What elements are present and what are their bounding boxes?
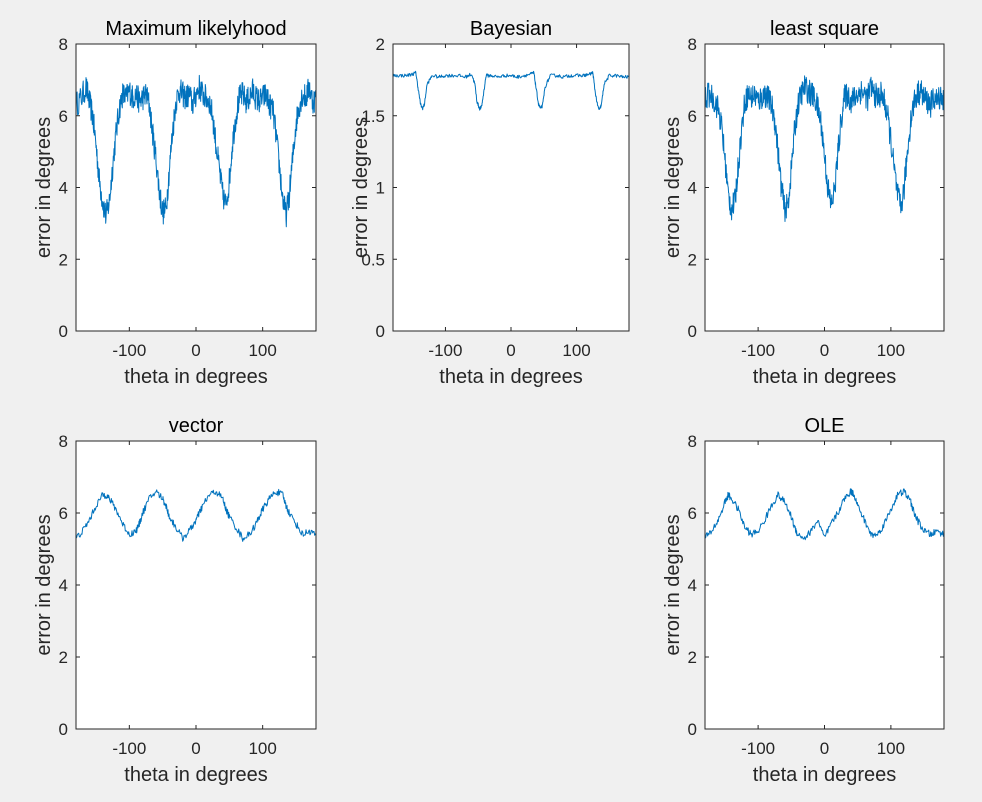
axes-box — [392, 43, 630, 332]
x-tick-label: 0 — [191, 739, 200, 758]
y-tick-label: 2 — [376, 35, 385, 54]
x-axis-label: theta in degrees — [124, 366, 267, 388]
y-tick-label: 1 — [376, 179, 385, 198]
series-line — [392, 70, 630, 111]
y-axis-label: error in degrees — [33, 117, 55, 258]
y-tick-label: 4 — [59, 576, 68, 595]
x-tick-label: 0 — [820, 341, 829, 360]
y-tick-label: 2 — [59, 250, 68, 269]
x-axis-label: theta in degrees — [753, 764, 896, 786]
y-tick-label: 4 — [59, 179, 68, 198]
subplot-title: Bayesian — [470, 18, 552, 40]
x-tick-label: -100 — [741, 739, 775, 758]
x-tick-label: -100 — [112, 341, 146, 360]
x-axis-label: theta in degrees — [124, 764, 267, 786]
y-tick-label: 4 — [688, 576, 697, 595]
axes-box — [704, 43, 945, 332]
y-tick-label: 0.5 — [361, 250, 385, 269]
y-tick-label: 6 — [688, 504, 697, 523]
x-tick-label: 100 — [248, 739, 276, 758]
y-tick-label: 0 — [376, 322, 385, 341]
y-tick-label: 8 — [688, 35, 697, 54]
y-tick-label: 8 — [59, 432, 68, 451]
y-tick-label: 6 — [59, 504, 68, 523]
y-tick-label: 1.5 — [361, 107, 385, 126]
y-tick-label: 0 — [688, 720, 697, 739]
subplot-4: -100 0 100 0 2 4 6 8 vector theta in degrees error… — [33, 415, 317, 786]
y-tick-label: 6 — [688, 107, 697, 126]
series-line — [704, 75, 945, 222]
x-tick-label: 0 — [820, 739, 829, 758]
axes-box — [75, 43, 317, 332]
y-tick-label: 8 — [59, 35, 68, 54]
x-tick-label: 100 — [248, 341, 276, 360]
subplot-5: -100 0 100 0 2 4 6 8 OLE theta in degrees error in… — [662, 415, 945, 786]
x-tick-label: 100 — [877, 341, 905, 360]
y-tick-label: 2 — [688, 648, 697, 667]
x-tick-label: 0 — [191, 341, 200, 360]
plot-area — [76, 44, 316, 331]
y-tick-label: 2 — [59, 648, 68, 667]
x-axis-label: theta in degrees — [753, 366, 896, 388]
x-tick-label: -100 — [112, 739, 146, 758]
subplot-title: OLE — [804, 415, 844, 437]
subplot-3: -100 0 100 0 2 4 6 8 least square theta in degree… — [662, 18, 945, 388]
y-axis-label: error in degrees — [33, 514, 55, 655]
y-tick-label: 8 — [688, 432, 697, 451]
x-axis-label: theta in degrees — [439, 366, 582, 388]
y-tick-label: 6 — [59, 107, 68, 126]
plot-area — [705, 44, 944, 331]
subplot-1: -100 0 100 0 2 4 6 8 Maximum likelyhood theta in … — [33, 18, 317, 388]
subplot-title: vector — [169, 415, 224, 437]
series-line — [75, 74, 317, 228]
x-tick-label: 0 — [506, 341, 515, 360]
series-line — [75, 488, 317, 542]
plot-area — [705, 441, 944, 729]
series-line — [704, 488, 945, 541]
subplot-title: least square — [770, 18, 879, 40]
x-tick-label: -100 — [428, 341, 462, 360]
y-axis-label: error in degrees — [662, 117, 684, 258]
y-tick-label: 0 — [59, 322, 68, 341]
x-tick-label: 100 — [877, 739, 905, 758]
y-axis-label: error in degrees — [350, 117, 372, 258]
axes-box — [75, 440, 317, 730]
subplot-2: -100 0 100 0 0.5 1 1.5 2 Bayesian theta in degree… — [350, 18, 630, 388]
x-tick-label: 100 — [562, 341, 590, 360]
axes-box — [704, 440, 945, 730]
y-tick-label: 2 — [688, 250, 697, 269]
y-tick-label: 4 — [688, 179, 697, 198]
y-tick-label: 0 — [688, 322, 697, 341]
x-tick-label: -100 — [741, 341, 775, 360]
plot-area — [76, 441, 316, 729]
plot-area — [393, 44, 629, 331]
y-axis-label: error in degrees — [662, 514, 684, 655]
subplot-title: Maximum likelyhood — [105, 18, 286, 40]
y-tick-label: 0 — [59, 720, 68, 739]
